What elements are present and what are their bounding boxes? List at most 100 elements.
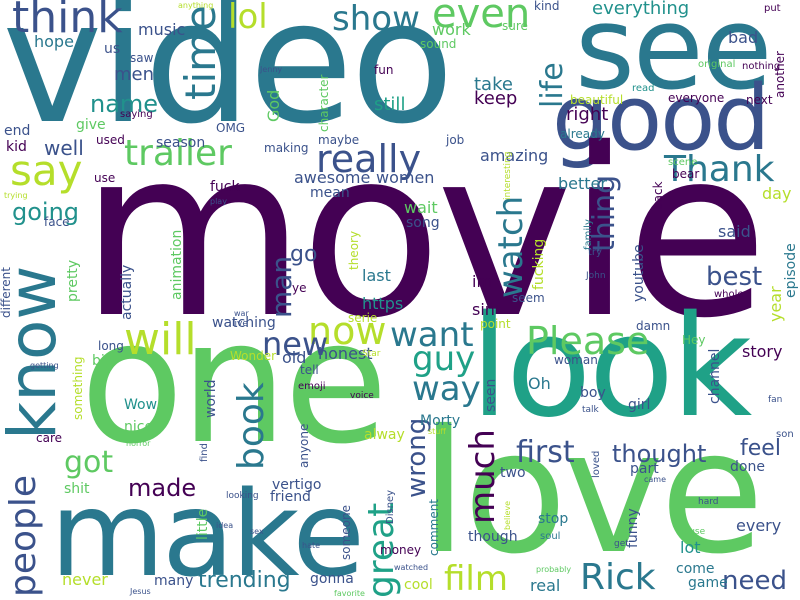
word-Hey: Hey bbox=[682, 333, 706, 347]
word-still: still bbox=[374, 94, 406, 115]
word-fun: fun bbox=[374, 63, 394, 77]
word-back: back bbox=[651, 181, 665, 210]
word-got: got bbox=[64, 445, 114, 480]
word-family: family bbox=[583, 219, 594, 250]
word-people: people bbox=[3, 474, 44, 597]
word-said: said bbox=[718, 222, 751, 241]
word-will: will bbox=[124, 314, 197, 365]
word-watching: watching bbox=[212, 315, 276, 331]
word-want: want bbox=[390, 315, 474, 355]
word-many: many bbox=[154, 573, 194, 589]
word-sin: sin bbox=[472, 300, 495, 319]
word-mean: mean bbox=[310, 185, 350, 201]
word-work: work bbox=[432, 20, 471, 39]
word-gonna: gonna bbox=[310, 571, 354, 587]
word-go: go bbox=[290, 242, 318, 267]
word-story: story bbox=[742, 342, 783, 361]
word-whole: whole bbox=[714, 289, 744, 300]
word-wait: wait bbox=[404, 198, 438, 217]
word-talk: talk bbox=[582, 405, 599, 415]
word-wrong: wrong bbox=[402, 417, 432, 498]
word-game: game bbox=[688, 575, 728, 591]
word-bear: bear bbox=[672, 167, 700, 181]
word-stop: stop bbox=[538, 511, 569, 527]
word-stuff: stuff bbox=[428, 427, 446, 436]
word-season: season bbox=[156, 135, 206, 151]
word-two: two bbox=[500, 465, 526, 481]
word-real: real bbox=[530, 576, 561, 595]
word-song: song bbox=[406, 215, 440, 231]
word-awesome: awesome bbox=[294, 168, 371, 187]
word-watched: watched bbox=[394, 563, 429, 572]
word-friend: friend bbox=[270, 489, 311, 505]
word-look: look bbox=[470, 286, 752, 449]
word-animation: animation bbox=[169, 229, 185, 300]
word-vertigo: vertigo bbox=[272, 477, 322, 493]
word-kind: kind bbox=[534, 0, 560, 13]
word-world: world bbox=[203, 379, 219, 418]
word-believe: believe bbox=[503, 500, 512, 530]
word-video: video bbox=[2, 0, 454, 162]
word-woman: woman bbox=[554, 353, 598, 367]
word-lot: lot bbox=[680, 538, 701, 557]
word-used: used bbox=[96, 133, 125, 147]
word-original: original bbox=[698, 59, 736, 70]
word-different: different bbox=[0, 267, 13, 318]
word-bad: bad bbox=[728, 28, 759, 47]
word-point: point bbox=[480, 317, 511, 331]
word-saying: saying bbox=[120, 109, 153, 120]
word-music: music bbox=[138, 20, 186, 39]
word-soul: soul bbox=[540, 531, 561, 542]
word-part: part bbox=[630, 461, 659, 477]
word-much: much bbox=[463, 429, 503, 524]
word-channel: channel bbox=[707, 348, 723, 404]
word-emoji: emoji bbox=[298, 381, 326, 392]
word-saw: saw bbox=[130, 51, 154, 65]
word-came: came bbox=[644, 475, 667, 484]
word-girl: girl bbox=[628, 397, 651, 413]
word-men: men bbox=[114, 64, 155, 85]
word-actually: actually bbox=[119, 264, 135, 320]
word-every: every bbox=[736, 516, 782, 535]
word-seem: seem bbox=[512, 291, 545, 305]
word-anyone: anyone bbox=[297, 423, 311, 468]
word-women: women bbox=[376, 168, 435, 187]
word-never: never bbox=[62, 570, 108, 589]
word-youtube: youtube bbox=[631, 244, 647, 302]
word-tell: tell bbox=[300, 363, 319, 377]
word-Star: Star bbox=[362, 349, 381, 359]
word-trying: trying bbox=[4, 191, 28, 200]
word-loved: loved bbox=[591, 450, 602, 478]
word-ye: ye bbox=[292, 281, 307, 295]
word-https: https bbox=[362, 294, 404, 313]
word-nice: nice bbox=[124, 419, 154, 435]
word-movie: movie bbox=[80, 99, 768, 369]
word-time: time bbox=[176, 5, 225, 100]
word-come: come bbox=[676, 561, 715, 577]
word-cool: cool bbox=[404, 577, 433, 593]
word-everything: everything bbox=[592, 0, 690, 19]
word-read: read bbox=[632, 83, 655, 94]
word-theory: theory bbox=[347, 230, 361, 270]
word-honest: honest bbox=[318, 344, 373, 363]
word-sure: sure bbox=[502, 19, 528, 33]
word-year: year bbox=[766, 286, 785, 322]
word-beautiful: beautiful bbox=[570, 93, 624, 107]
word-hard: hard bbox=[698, 497, 719, 507]
word-put: put bbox=[764, 3, 781, 14]
word-first: first bbox=[516, 435, 575, 470]
word-episode: episode bbox=[783, 243, 799, 298]
word-making: making bbox=[264, 141, 309, 155]
word-try: try bbox=[588, 247, 602, 258]
word-long: long bbox=[98, 339, 124, 353]
word-trending: trending bbox=[198, 568, 291, 593]
word-hope: hope bbox=[34, 32, 74, 51]
word-damn: damn bbox=[636, 319, 671, 333]
word-us: us bbox=[104, 41, 121, 57]
word-looking: looking bbox=[226, 491, 259, 501]
word-though: though bbox=[468, 529, 518, 545]
word-good: good bbox=[552, 66, 770, 171]
word-need: need bbox=[722, 566, 787, 596]
word-take: take bbox=[474, 74, 513, 95]
